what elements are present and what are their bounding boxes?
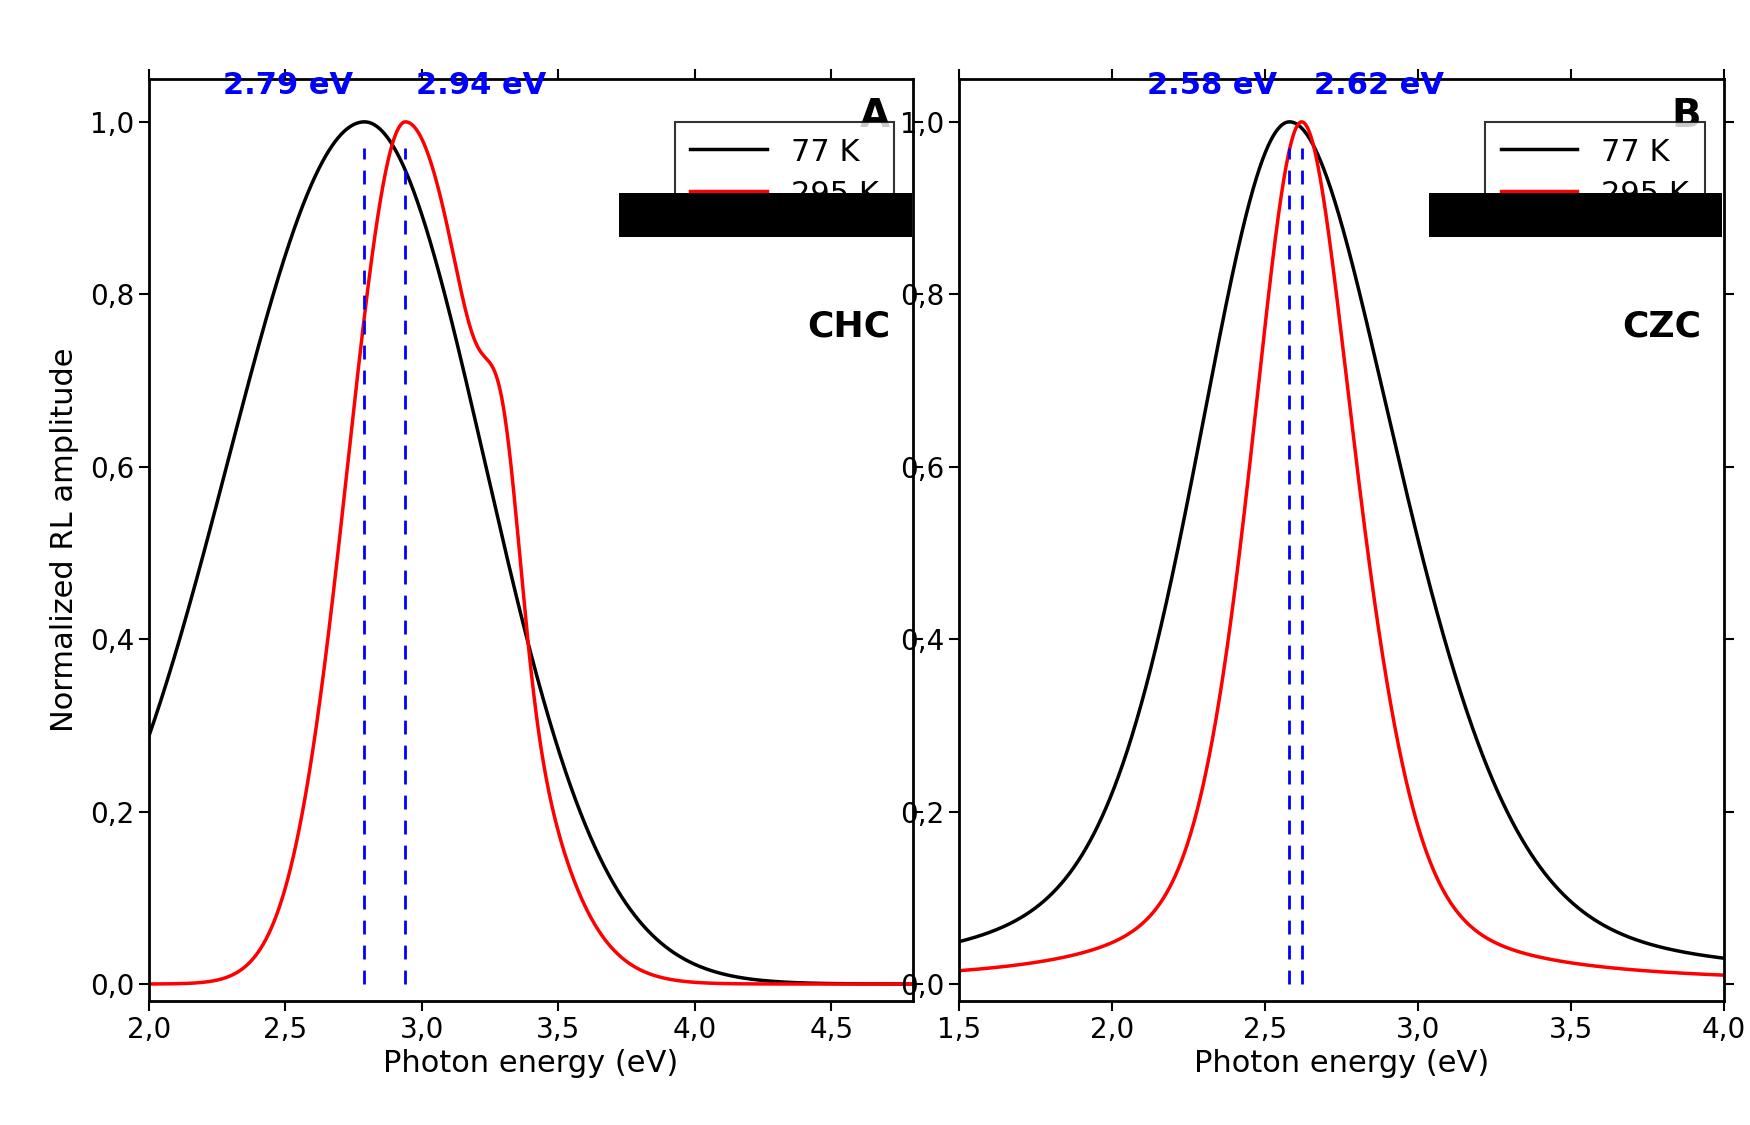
Text: CZC: CZC [1622, 309, 1701, 343]
Legend: 77 K, 295 K: 77 K, 295 K [676, 122, 894, 225]
Legend: 77 K, 295 K: 77 K, 295 K [1486, 122, 1704, 225]
X-axis label: Photon energy (eV): Photon energy (eV) [1194, 1050, 1489, 1079]
X-axis label: Photon energy (eV): Photon energy (eV) [383, 1050, 679, 1079]
Text: 2.94 eV: 2.94 eV [416, 71, 546, 100]
Y-axis label: Normalized RL amplitude: Normalized RL amplitude [49, 348, 79, 732]
Text: B: B [1671, 97, 1701, 135]
Text: 2.58 eV: 2.58 eV [1146, 71, 1278, 100]
Text: 2.79 eV: 2.79 eV [224, 71, 354, 100]
Text: 2.62 eV: 2.62 eV [1314, 71, 1444, 100]
Text: CHC: CHC [807, 309, 891, 343]
Text: A: A [861, 97, 891, 135]
Bar [1430, 193, 1722, 237]
Bar [620, 193, 912, 237]
